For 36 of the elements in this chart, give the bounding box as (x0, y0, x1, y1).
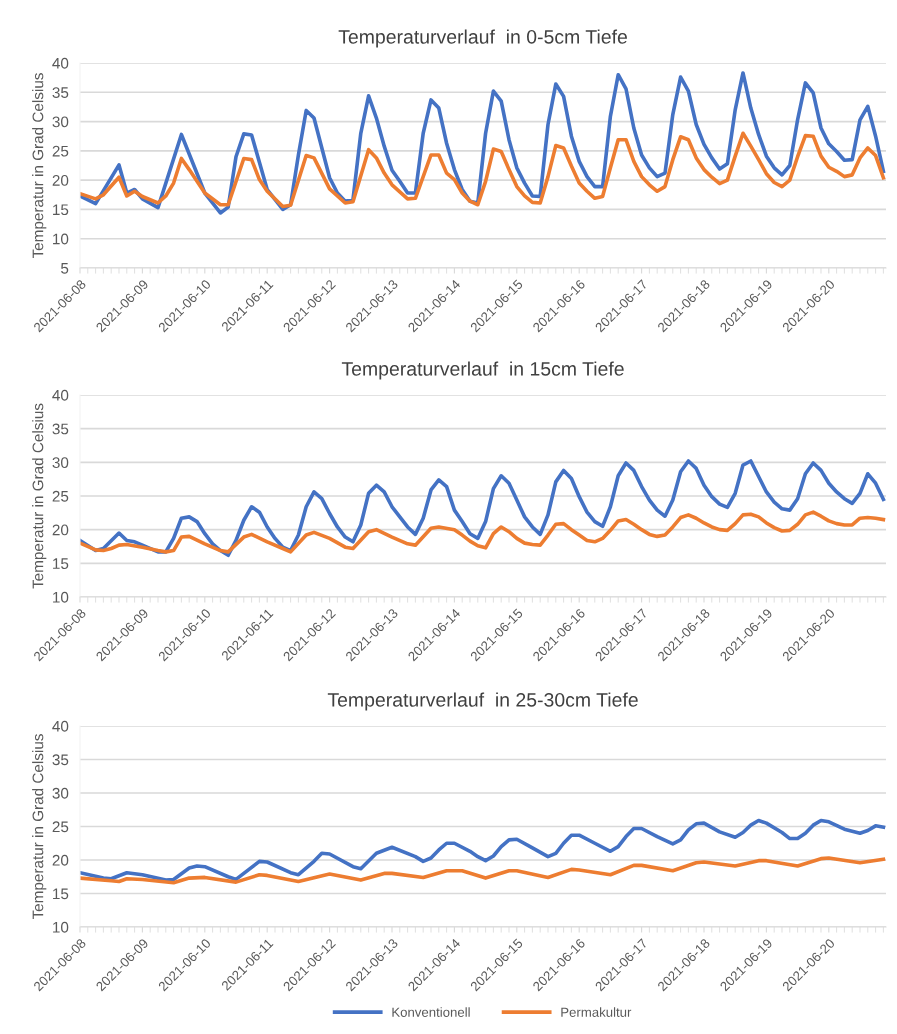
legend-label: Konventionell (392, 1007, 470, 1017)
y-tick-label: 15 (53, 888, 69, 900)
chart-title: Temperaturverlauf in 25-30cm Tiefe (327, 692, 638, 711)
y-tick-label: 25 (52, 145, 69, 157)
y-tick-label: 40 (52, 389, 69, 401)
y-tick-label: 40 (52, 720, 69, 732)
line-series (80, 856, 886, 885)
y-tick-label: 10 (53, 233, 69, 245)
y-axis-title: Temperatur in Grad Celsius (32, 734, 47, 920)
chart-title: Temperaturverlauf in 15cm Tiefe (341, 361, 624, 380)
y-tick-label: 35 (52, 423, 69, 435)
y-tick-label: 30 (52, 787, 69, 799)
line-series (80, 818, 886, 882)
y-tick-label: 20 (52, 854, 69, 866)
y-tick-label: 25 (52, 821, 69, 833)
line-series (80, 131, 886, 209)
y-axis-title: Temperatur in Grad Celsius (32, 403, 47, 589)
y-tick-label: 5 (61, 263, 69, 274)
y-tick-label: 20 (52, 524, 69, 536)
y-tick-label: 40 (52, 57, 69, 69)
line-series (80, 71, 886, 215)
y-tick-label: 15 (53, 204, 69, 216)
y-tick-label: 30 (52, 116, 69, 128)
y-axis-title: Temperatur in Grad Celsius (32, 73, 47, 259)
y-tick-label: 35 (52, 754, 69, 766)
y-tick-label: 10 (53, 921, 69, 933)
line-series (80, 510, 886, 554)
legend-label: Permakultur (561, 1007, 632, 1017)
line-series (80, 459, 886, 558)
y-tick-label: 15 (53, 558, 69, 570)
y-tick-label: 25 (52, 490, 69, 502)
y-tick-label: 30 (52, 457, 69, 469)
y-tick-label: 10 (53, 591, 69, 603)
y-tick-label: 35 (52, 87, 69, 98)
chart-title: Temperaturverlauf in 0-5cm Tiefe (338, 29, 627, 48)
y-tick-label: 20 (52, 175, 69, 186)
